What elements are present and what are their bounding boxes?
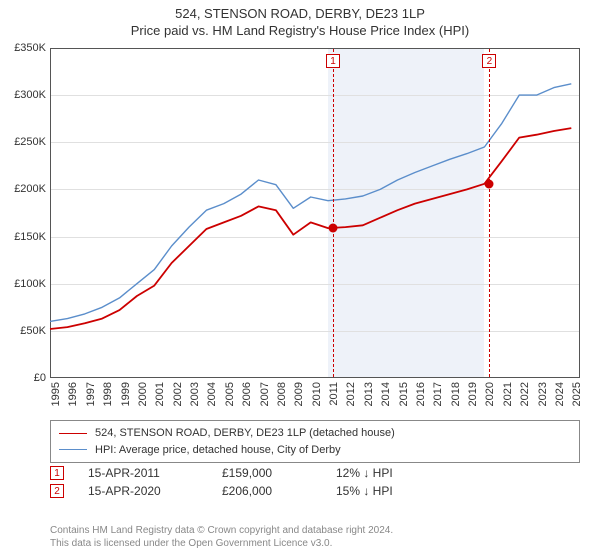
y-tick-label: £300K: [2, 89, 46, 101]
x-tick-label: 2018: [450, 382, 462, 406]
x-tick-label: 2010: [311, 382, 323, 406]
y-tick-label: £0: [2, 372, 46, 384]
x-tick-label: 2014: [380, 382, 392, 406]
line-layer: [50, 48, 580, 378]
legend-label: 524, STENSON ROAD, DERBY, DE23 1LP (deta…: [95, 425, 395, 442]
legend: 524, STENSON ROAD, DERBY, DE23 1LP (deta…: [50, 420, 580, 463]
x-tick-label: 2009: [293, 382, 305, 406]
sale-date: 15-APR-2020: [88, 484, 198, 498]
x-tick-label: 2025: [571, 382, 583, 406]
x-tick-label: 2022: [519, 382, 531, 406]
sale-marker-box: 1: [326, 54, 340, 68]
y-tick-label: £200K: [2, 183, 46, 195]
sale-dot: [485, 179, 494, 188]
sale-dot: [329, 224, 338, 233]
x-tick-label: 1996: [67, 382, 79, 406]
legend-label: HPI: Average price, detached house, City…: [95, 442, 341, 459]
y-tick-label: £150K: [2, 231, 46, 243]
x-tick-label: 2011: [328, 382, 340, 406]
y-tick-label: £350K: [2, 42, 46, 54]
legend-item: HPI: Average price, detached house, City…: [59, 442, 571, 459]
x-tick-label: 1997: [85, 382, 97, 406]
sale-number-box: 1: [50, 466, 64, 480]
chart-area: 12 £0£50K£100K£150K£200K£250K£300K£350K …: [50, 48, 580, 378]
series-price_paid: [50, 128, 571, 329]
series-hpi: [50, 84, 571, 322]
sale-number-box: 2: [50, 484, 64, 498]
x-tick-label: 2003: [189, 382, 201, 406]
x-tick-label: 2000: [137, 382, 149, 406]
y-tick-label: £100K: [2, 278, 46, 290]
x-tick-label: 1999: [120, 382, 132, 406]
x-tick-label: 2007: [259, 382, 271, 406]
x-tick-label: 2002: [172, 382, 184, 406]
footer-line-2: This data is licensed under the Open Gov…: [50, 537, 580, 550]
x-tick-label: 2001: [154, 382, 166, 406]
x-tick-label: 2024: [554, 382, 566, 406]
x-tick-label: 1998: [102, 382, 114, 406]
sale-price: £206,000: [222, 484, 312, 498]
sale-marker-box: 2: [482, 54, 496, 68]
chart-title: 524, STENSON ROAD, DERBY, DE23 1LP: [0, 0, 600, 23]
x-tick-label: 2023: [537, 382, 549, 406]
x-tick-label: 2019: [467, 382, 479, 406]
x-tick-label: 2006: [241, 382, 253, 406]
x-tick-label: 2008: [276, 382, 288, 406]
legend-item: 524, STENSON ROAD, DERBY, DE23 1LP (deta…: [59, 425, 571, 442]
x-tick-label: 2005: [224, 382, 236, 406]
x-tick-label: 2013: [363, 382, 375, 406]
footer-attribution: Contains HM Land Registry data © Crown c…: [50, 524, 580, 550]
sale-delta: 12% ↓ HPI: [336, 466, 393, 480]
sale-row: 2 15-APR-2020 £206,000 15% ↓ HPI: [50, 484, 580, 498]
sale-vline: [489, 49, 490, 377]
sale-date: 15-APR-2011: [88, 466, 198, 480]
x-tick-label: 2016: [415, 382, 427, 406]
x-tick-label: 1995: [50, 382, 62, 406]
chart-subtitle: Price paid vs. HM Land Registry's House …: [0, 23, 600, 44]
chart-container: 524, STENSON ROAD, DERBY, DE23 1LP Price…: [0, 0, 600, 560]
x-tick-label: 2021: [502, 382, 514, 406]
sale-price: £159,000: [222, 466, 312, 480]
footer-line-1: Contains HM Land Registry data © Crown c…: [50, 524, 580, 537]
legend-swatch: [59, 433, 87, 434]
x-tick-label: 2015: [398, 382, 410, 406]
sale-vline: [333, 49, 334, 377]
sale-delta: 15% ↓ HPI: [336, 484, 393, 498]
sale-row: 1 15-APR-2011 £159,000 12% ↓ HPI: [50, 466, 580, 480]
x-tick-label: 2012: [345, 382, 357, 406]
x-tick-label: 2004: [206, 382, 218, 406]
y-tick-label: £50K: [2, 325, 46, 337]
legend-swatch: [59, 449, 87, 450]
sales-table: 1 15-APR-2011 £159,000 12% ↓ HPI 2 15-APR-202…: [50, 466, 580, 502]
x-tick-label: 2020: [484, 382, 496, 406]
x-tick-label: 2017: [432, 382, 444, 406]
y-tick-label: £250K: [2, 136, 46, 148]
